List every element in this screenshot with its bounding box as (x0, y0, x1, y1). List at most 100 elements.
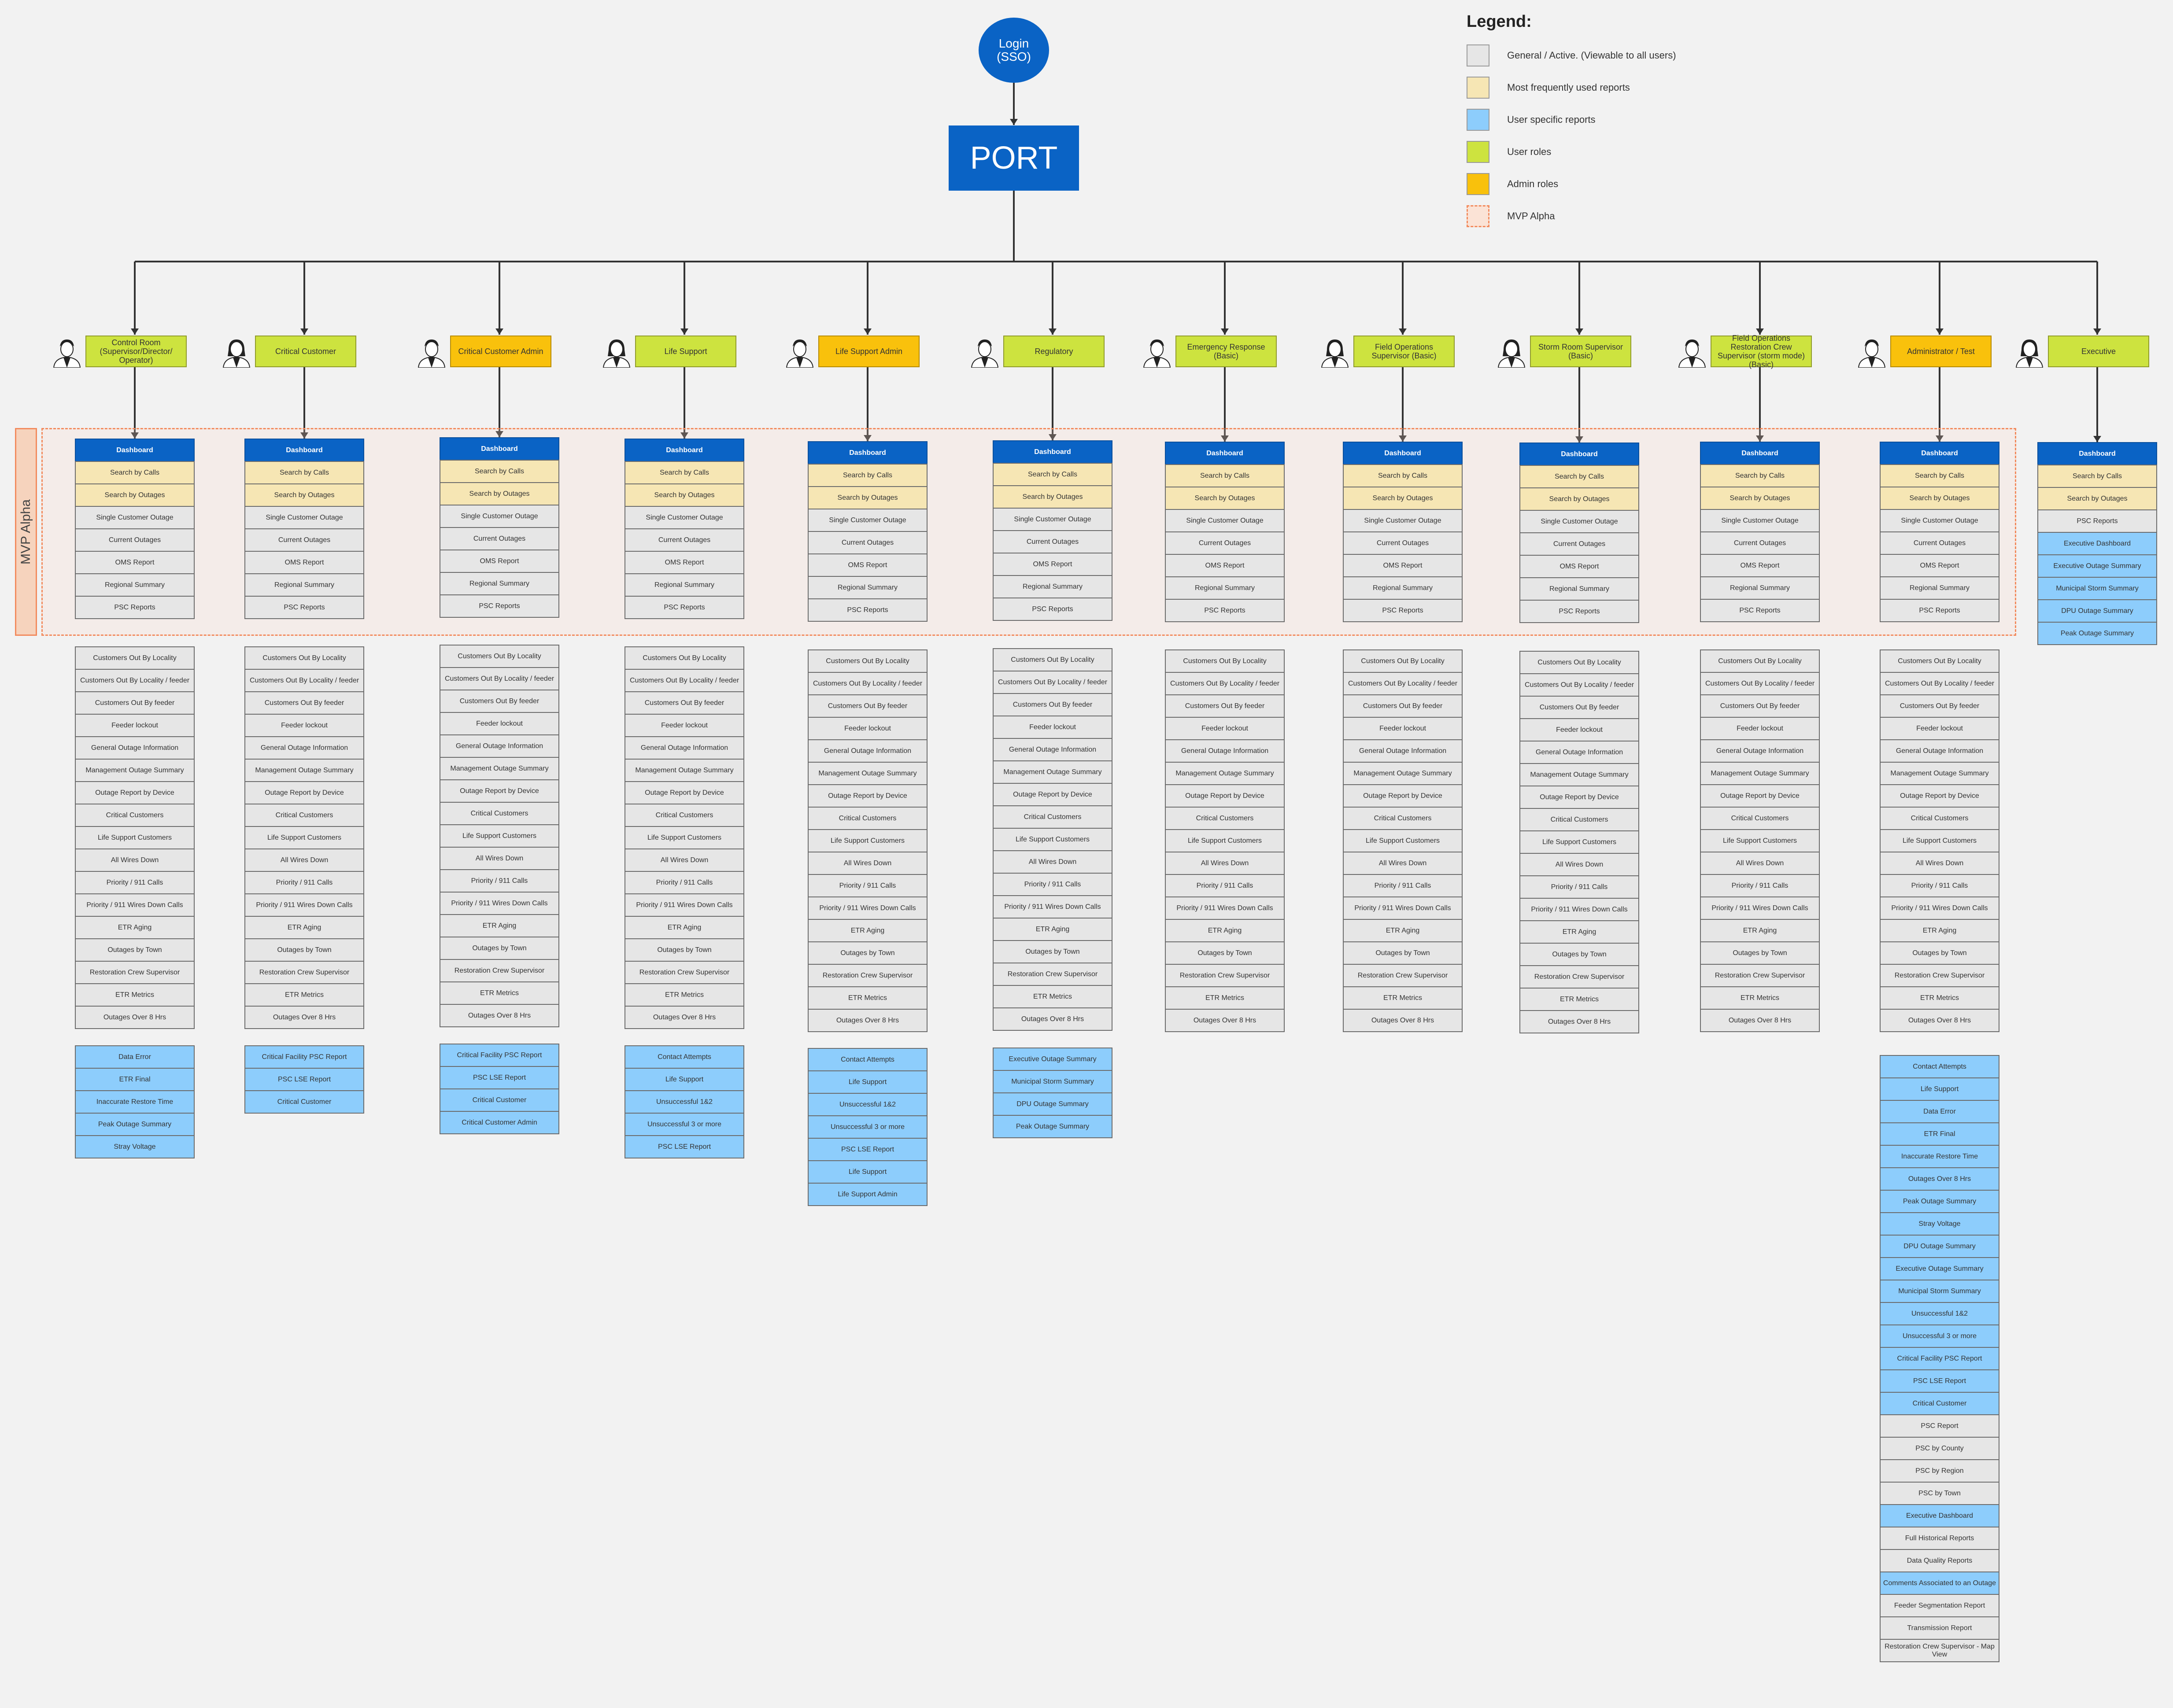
report-item[interactable]: Outage Report by Device (75, 781, 195, 804)
report-item[interactable]: Outages by Town (1519, 943, 1639, 966)
report-item[interactable]: Customers Out By feeder (1700, 694, 1820, 718)
report-item[interactable]: OMS Report (1519, 555, 1639, 578)
report-item[interactable]: Regional Summary (244, 573, 364, 597)
report-item[interactable]: Customers Out By feeder (993, 693, 1112, 716)
report-item[interactable]: Management Outage Summary (1519, 763, 1639, 786)
report-item[interactable]: Customers Out By Locality (244, 646, 364, 670)
report-item[interactable]: Priority / 911 Calls (1880, 874, 1999, 897)
report-item[interactable]: General Outage Information (625, 736, 744, 760)
report-item[interactable]: Priority / 911 Calls (440, 869, 559, 893)
report-item[interactable]: Stray Voltage (75, 1135, 195, 1158)
report-item[interactable]: All Wires Down (1700, 852, 1820, 875)
report-item[interactable]: ETR Aging (993, 918, 1112, 941)
report-item[interactable]: Outage Report by Device (625, 781, 744, 804)
report-item[interactable]: Feeder Segmentation Report (1880, 1594, 1999, 1617)
report-item[interactable]: Priority / 911 Wires Down Calls (1880, 896, 1999, 920)
report-item[interactable]: Outages Over 8 Hrs (1700, 1009, 1820, 1032)
report-item[interactable]: Current Outages (808, 531, 928, 554)
report-item[interactable]: All Wires Down (625, 848, 744, 872)
report-item[interactable]: Management Outage Summary (440, 757, 559, 780)
report-item[interactable]: Customers Out By Locality / feeder (1880, 672, 1999, 695)
report-item[interactable]: DPU Outage Summary (993, 1092, 1112, 1116)
report-item[interactable]: Outages Over 8 Hrs (1880, 1167, 1999, 1191)
report-item[interactable]: Unsuccessful 3 or more (625, 1113, 744, 1136)
report-item[interactable]: Search by Calls (1880, 464, 1999, 487)
report-item[interactable]: Restoration Crew Supervisor (1700, 964, 1820, 987)
report-item[interactable]: Customers Out By feeder (1519, 696, 1639, 719)
report-item[interactable]: Outage Report by Device (1700, 784, 1820, 808)
report-item[interactable]: All Wires Down (1165, 852, 1285, 875)
report-item[interactable]: Contact Attempts (808, 1048, 928, 1071)
report-item[interactable]: PSC Reports (993, 598, 1112, 621)
report-item[interactable]: ETR Aging (244, 916, 364, 939)
report-item[interactable]: Regional Summary (440, 572, 559, 595)
report-item[interactable]: PSC Reports (808, 598, 928, 622)
report-item[interactable]: All Wires Down (1343, 852, 1463, 875)
report-item[interactable]: Outage Report by Device (993, 783, 1112, 806)
report-item[interactable]: Outage Report by Device (1343, 784, 1463, 808)
report-item[interactable]: PSC Reports (1343, 599, 1463, 622)
report-item[interactable]: Customers Out By feeder (625, 691, 744, 715)
report-item[interactable]: All Wires Down (440, 847, 559, 870)
report-item[interactable]: Executive Outage Summary (993, 1048, 1112, 1071)
report-item[interactable]: ETR Metrics (1880, 986, 1999, 1010)
report-item[interactable]: Critical Customer Admin (440, 1111, 559, 1134)
report-item[interactable]: OMS Report (1165, 554, 1285, 577)
report-item[interactable]: ETR Metrics (440, 981, 559, 1005)
report-item[interactable]: Data Quality Reports (1880, 1549, 1999, 1572)
report-item[interactable]: Outages by Town (993, 940, 1112, 963)
role-box[interactable]: Administrator / Test (1890, 336, 1992, 367)
report-item[interactable]: Restoration Crew Supervisor (75, 961, 195, 984)
report-item[interactable]: Life Support Customers (1343, 829, 1463, 852)
report-item[interactable]: Search by Calls (244, 461, 364, 484)
report-item[interactable]: Peak Outage Summary (2037, 622, 2157, 645)
report-item[interactable]: Life Support (808, 1160, 928, 1184)
report-item[interactable]: Outages by Town (1343, 941, 1463, 965)
report-item[interactable]: Search by Calls (993, 463, 1112, 486)
report-item[interactable]: ETR Metrics (1165, 986, 1285, 1010)
report-item[interactable]: Critical Customers (993, 805, 1112, 829)
report-item[interactable]: Feeder lockout (1519, 718, 1639, 741)
report-item[interactable]: Critical Customers (1165, 807, 1285, 830)
report-item[interactable]: ETR Aging (75, 916, 195, 939)
report-item[interactable]: Search by Calls (1343, 464, 1463, 487)
report-item[interactable]: Regional Summary (1700, 576, 1820, 600)
report-item[interactable]: Unsuccessful 1&2 (625, 1090, 744, 1114)
report-item[interactable]: PSC Reports (2037, 509, 2157, 533)
report-item[interactable]: Executive Dashboard (1880, 1504, 1999, 1527)
report-item[interactable]: Search by Outages (625, 483, 744, 507)
report-item[interactable]: Critical Customer (1880, 1392, 1999, 1415)
report-item[interactable]: Priority / 911 Wires Down Calls (75, 893, 195, 917)
report-item[interactable]: Life Support Customers (440, 824, 559, 848)
report-item[interactable]: PSC LSE Report (808, 1138, 928, 1161)
report-item[interactable]: Feeder lockout (808, 717, 928, 740)
report-item[interactable]: Feeder lockout (1880, 717, 1999, 740)
report-item[interactable]: Management Outage Summary (1343, 762, 1463, 785)
report-item[interactable]: Restoration Crew Supervisor (1519, 965, 1639, 989)
report-item[interactable]: Life Support (808, 1070, 928, 1094)
report-item[interactable]: ETR Aging (440, 914, 559, 937)
report-item[interactable]: Outages by Town (440, 937, 559, 960)
report-item[interactable]: Search by Calls (808, 464, 928, 487)
report-item[interactable]: Feeder lockout (993, 716, 1112, 739)
report-item[interactable]: All Wires Down (993, 850, 1112, 874)
role-box[interactable]: Life Support (635, 336, 736, 367)
report-item[interactable]: Outages by Town (625, 938, 744, 962)
report-item[interactable]: Customers Out By Locality / feeder (1519, 673, 1639, 697)
report-item[interactable]: Peak Outage Summary (993, 1115, 1112, 1138)
report-item[interactable]: Feeder lockout (1165, 717, 1285, 740)
report-item[interactable]: Outages by Town (75, 938, 195, 962)
report-item[interactable]: Search by Outages (1700, 487, 1820, 510)
report-item[interactable]: ETR Aging (1343, 919, 1463, 942)
report-item[interactable]: Feeder lockout (625, 714, 744, 737)
report-item[interactable]: Current Outages (1700, 531, 1820, 555)
report-item[interactable]: PSC LSE Report (244, 1068, 364, 1091)
report-item[interactable]: Data Error (75, 1045, 195, 1069)
report-item[interactable]: Regional Summary (1519, 577, 1639, 601)
port-node[interactable]: PORT (949, 125, 1079, 191)
report-item[interactable]: Management Outage Summary (75, 759, 195, 782)
report-item[interactable]: Customers Out By Locality (1165, 649, 1285, 673)
report-item[interactable]: PSC Reports (75, 596, 195, 619)
dashboard-report[interactable]: Dashboard (1165, 442, 1285, 465)
report-item[interactable]: Priority / 911 Wires Down Calls (625, 893, 744, 917)
